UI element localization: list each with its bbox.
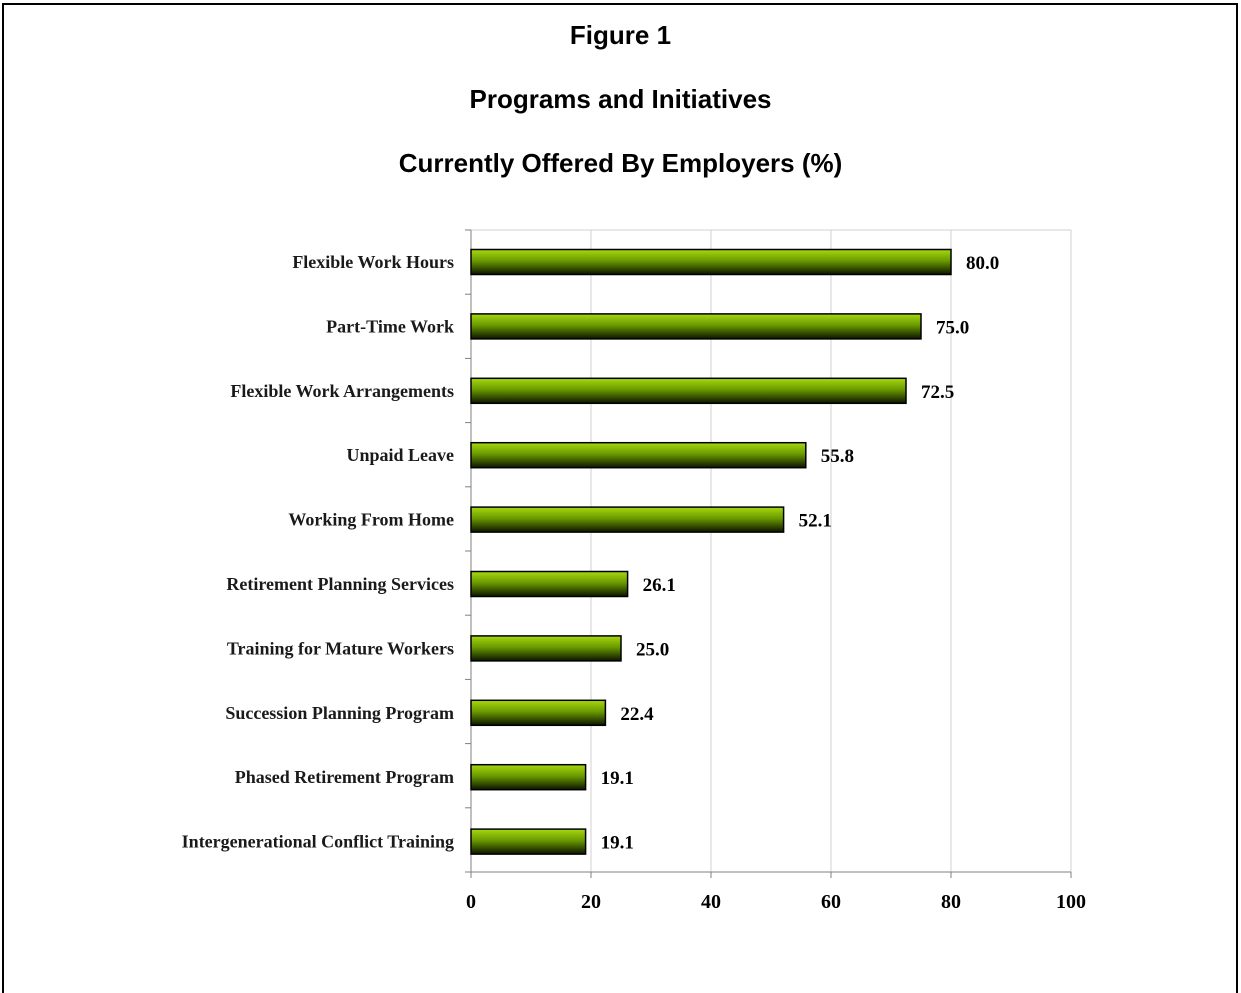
value-label: 26.1: [643, 575, 676, 596]
figure-label: Figure 1: [569, 20, 672, 50]
category-label: Phased Retirement Program: [235, 767, 454, 787]
bars: [470, 248, 952, 855]
value-label: 80.0: [966, 253, 999, 274]
category-label: Part-Time Work: [326, 316, 454, 336]
bar: [470, 699, 607, 727]
bar: [470, 506, 785, 533]
value-label: 75.0: [936, 317, 969, 338]
chart-title-line-1: Programs and Initiatives: [469, 84, 772, 114]
value-label: 72.5: [921, 382, 954, 403]
bar: [470, 763, 587, 791]
value-label: 22.4: [620, 704, 654, 725]
figure-frame: [2, 3, 1238, 993]
category-label: Retirement Planning Services: [226, 574, 454, 594]
category-label: Unpaid Leave: [346, 445, 454, 465]
bar: [470, 248, 952, 276]
x-tick-label: 20: [581, 891, 601, 913]
category-label: Training for Mature Workers: [227, 638, 454, 658]
category-label: Flexible Work Hours: [292, 252, 454, 272]
value-label: 19.1: [601, 833, 634, 854]
x-tick-label: 60: [821, 891, 841, 913]
x-tick-label: 80: [941, 891, 961, 913]
x-tick-label: 0: [466, 891, 476, 913]
bar: [470, 441, 807, 469]
category-label: Working From Home: [288, 510, 454, 530]
bar: [470, 377, 907, 405]
x-tick-label: 100: [1056, 891, 1086, 913]
category-label: Succession Planning Program: [225, 703, 454, 723]
value-label: 25.0: [636, 639, 669, 660]
category-label: Intergenerational Conflict Training: [182, 832, 454, 852]
bar: [470, 570, 629, 598]
chart-title-line-2: Currently Offered By Employers (%): [398, 148, 843, 178]
bar: [470, 828, 587, 855]
bar: [470, 635, 622, 662]
bar: [470, 313, 922, 340]
category-label: Flexible Work Arrangements: [230, 381, 454, 401]
value-label: 55.8: [821, 446, 854, 467]
value-label: 52.1: [799, 511, 832, 532]
x-tick-label: 40: [701, 891, 721, 913]
value-label: 19.1: [601, 768, 634, 789]
labels: 0 20 40 60 80 100 Flexible Work Hours 80.0 Part-…: [182, 252, 1086, 913]
